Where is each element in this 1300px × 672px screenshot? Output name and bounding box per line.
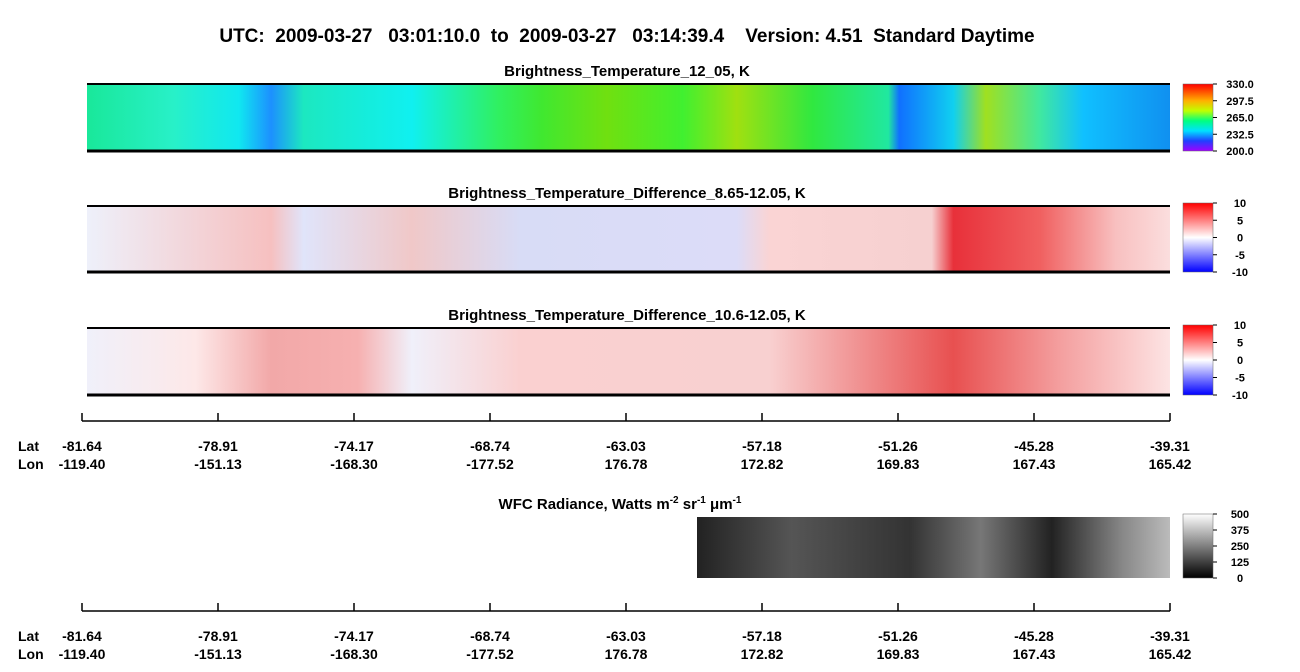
- colorbar: [1182, 513, 1214, 579]
- heatmap-image: [87, 84, 1170, 151]
- colorbar: [1182, 83, 1214, 152]
- lat-tick-label: -68.74: [470, 438, 510, 454]
- lon-label: Lon: [18, 646, 44, 662]
- lon-tick-label: -177.52: [466, 456, 514, 472]
- lat-label: Lat: [18, 438, 39, 454]
- lat-tick-label: -78.91: [198, 438, 238, 454]
- lon-tick-label: 167.43: [1013, 646, 1056, 662]
- lat-tick-label: -51.26: [878, 628, 918, 644]
- lon-tick-label: 176.78: [605, 456, 648, 472]
- lon-tick-label: -119.40: [59, 456, 106, 472]
- colorbar: [1182, 202, 1214, 273]
- colorbar-tick-label: 250: [1231, 541, 1249, 553]
- lon-tick-label: -151.13: [194, 456, 242, 472]
- lat-tick-label: -39.31: [1150, 438, 1190, 454]
- colorbar-tick-label: 0: [1237, 573, 1243, 585]
- lat-tick-label: -45.28: [1014, 628, 1054, 644]
- title-part: -1: [697, 495, 706, 506]
- panel-title: WFC Radiance, Watts m-2 sr-1 μm-1: [499, 495, 742, 513]
- heatmap-image: [697, 517, 1170, 578]
- lon-tick-label: -168.30: [330, 456, 378, 472]
- lat-tick-label: -45.28: [1014, 438, 1054, 454]
- colorbar-tick-label: 500: [1231, 509, 1249, 521]
- lon-tick-label: 169.83: [877, 646, 920, 662]
- lat-tick-label: -78.91: [198, 628, 238, 644]
- lat-tick-label: -74.17: [334, 438, 374, 454]
- lat-tick-label: -81.64: [62, 438, 102, 454]
- lon-tick-label: 165.42: [1149, 456, 1192, 472]
- lat-tick-label: -51.26: [878, 438, 918, 454]
- title-part: -2: [670, 495, 679, 506]
- lon-tick-label: -168.30: [330, 646, 378, 662]
- lat-tick-label: -63.03: [606, 438, 646, 454]
- colorbar-tick-label: 330.0: [1226, 79, 1254, 91]
- lat-tick-label: -81.64: [62, 628, 102, 644]
- panel-title: Brightness_Temperature_Difference_10.6-1…: [448, 307, 806, 324]
- figure-title: UTC: 2009-03-27 03:01:10.0 to 2009-03-27…: [219, 26, 1034, 47]
- lon-tick-label: 172.82: [741, 456, 784, 472]
- lat-tick-label: -74.17: [334, 628, 374, 644]
- colorbar-tick-label: -5: [1235, 373, 1245, 385]
- lat-tick-label: -63.03: [606, 628, 646, 644]
- colorbar-tick-label: 0: [1237, 233, 1243, 245]
- lon-tick-label: 165.42: [1149, 646, 1192, 662]
- colorbar-tick-label: -5: [1235, 250, 1245, 262]
- colorbar-tick-label: 125: [1231, 557, 1249, 569]
- colorbar-tick-label: 5: [1237, 338, 1243, 350]
- lon-tick-label: 167.43: [1013, 456, 1056, 472]
- heatmap-image: [87, 206, 1170, 272]
- lat-label: Lat: [18, 628, 39, 644]
- panel-title: Brightness_Temperature_12_05, K: [504, 63, 750, 80]
- lat-tick-label: -68.74: [470, 628, 510, 644]
- panel-title: Brightness_Temperature_Difference_8.65-1…: [448, 185, 806, 202]
- colorbar-tick-label: 265.0: [1226, 113, 1254, 125]
- colorbar-tick-label: 232.5: [1226, 129, 1254, 141]
- colorbar-tick-label: 10: [1234, 198, 1246, 210]
- lon-tick-label: 176.78: [605, 646, 648, 662]
- lon-tick-label: 169.83: [877, 456, 920, 472]
- lat-tick-label: -57.18: [742, 628, 782, 644]
- heatmap-image: [87, 328, 1170, 395]
- title-part: μm: [706, 496, 733, 513]
- colorbar-tick-label: 5: [1237, 215, 1243, 227]
- colorbar-tick-label: -10: [1232, 390, 1248, 402]
- title-part: WFC Radiance, Watts m: [499, 496, 670, 513]
- lon-tick-label: -151.13: [194, 646, 242, 662]
- colorbar-tick-label: -10: [1232, 267, 1248, 279]
- lon-tick-label: 172.82: [741, 646, 784, 662]
- colorbar: [1182, 324, 1214, 396]
- title-part: sr: [679, 496, 698, 513]
- colorbar-tick-label: 297.5: [1226, 96, 1254, 108]
- title-part: -1: [733, 495, 742, 506]
- lon-tick-label: -119.40: [59, 646, 106, 662]
- colorbar-tick-label: 200.0: [1226, 146, 1254, 158]
- colorbar-tick-label: 375: [1231, 525, 1249, 537]
- lon-tick-label: -177.52: [466, 646, 514, 662]
- colorbar-tick-label: 10: [1234, 320, 1246, 332]
- lon-label: Lon: [18, 456, 44, 472]
- colorbar-tick-label: 0: [1237, 355, 1243, 367]
- lat-tick-label: -57.18: [742, 438, 782, 454]
- lat-tick-label: -39.31: [1150, 628, 1190, 644]
